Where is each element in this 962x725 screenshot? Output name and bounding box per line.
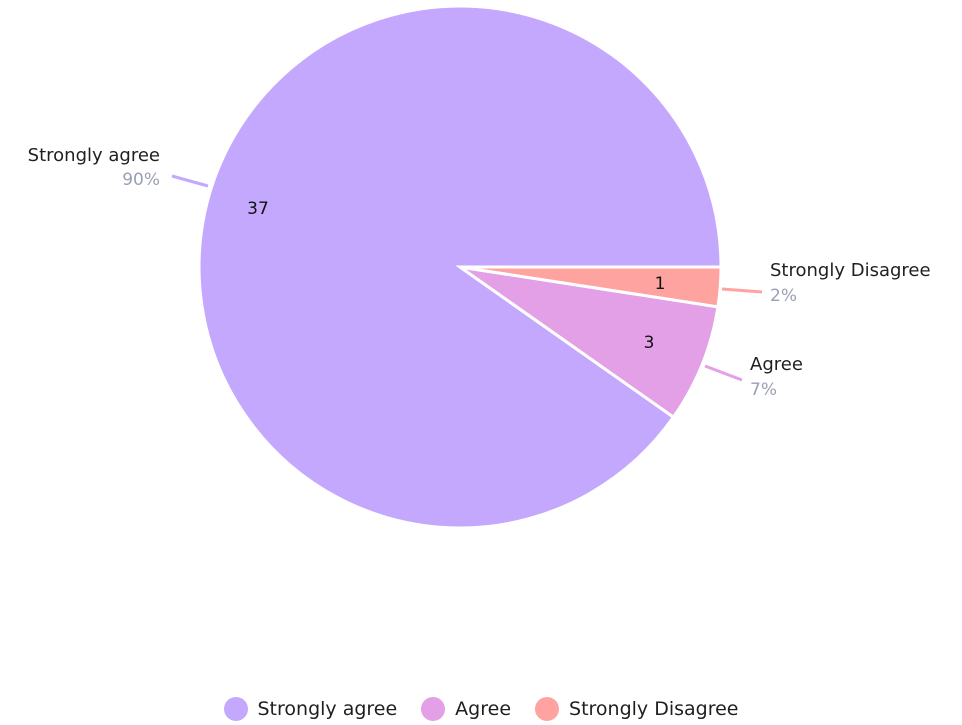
percent-label-strongly-disagree: 2%	[770, 286, 797, 306]
leader-line-strongly-agree	[171, 174, 209, 188]
legend: Strongly agree Agree Strongly Disagree	[0, 697, 962, 721]
legend-marker-strongly-agree	[223, 697, 248, 721]
slice-label-agree: Agree	[750, 354, 803, 375]
value-label-strongly-disagree: 1	[655, 274, 666, 294]
percent-label-agree: 7%	[750, 380, 777, 400]
value-label-agree: 3	[644, 333, 655, 353]
legend-item-strongly-disagree[interactable]: Strongly Disagree	[535, 697, 739, 721]
legend-label-agree: Agree	[455, 698, 512, 720]
pie-chart: 37 3 1 Strongly agree 90% Agree 7% Strongly Dis…	[28, 4, 931, 530]
legend-label-strongly-disagree: Strongly Disagree	[569, 698, 739, 720]
legend-label-strongly-agree: Strongly agree	[257, 698, 398, 720]
leader-line-agree	[704, 364, 743, 382]
slice-label-strongly-agree: Strongly agree	[28, 145, 160, 166]
percent-label-strongly-agree: 90%	[122, 170, 160, 190]
legend-item-strongly-agree[interactable]: Strongly agree	[223, 697, 398, 721]
value-label-strongly-agree: 37	[247, 199, 269, 219]
slice-label-strongly-disagree: Strongly Disagree	[770, 260, 931, 281]
pie-slice-agree[interactable]	[459, 265, 720, 420]
pie-slice-strongly-disagree[interactable]	[459, 265, 723, 309]
legend-marker-agree	[421, 697, 446, 721]
legend-item-agree[interactable]: Agree	[421, 697, 511, 721]
leader-line-strongly-disagree	[721, 287, 763, 294]
legend-marker-strongly-disagree	[535, 697, 560, 721]
